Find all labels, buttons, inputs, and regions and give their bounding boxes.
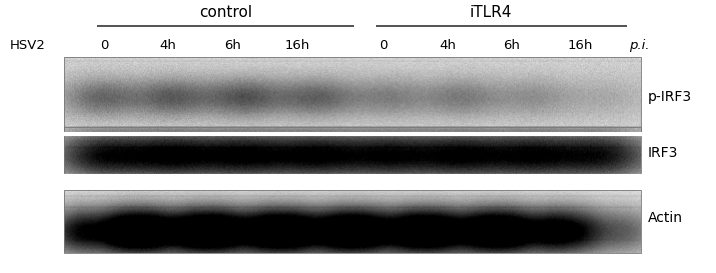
- Text: 4h: 4h: [160, 38, 177, 52]
- Text: 6h: 6h: [503, 38, 521, 52]
- Text: p-IRF3: p-IRF3: [648, 90, 692, 104]
- Text: control: control: [199, 5, 252, 20]
- Bar: [64, 190, 641, 253]
- Text: 0: 0: [379, 38, 387, 52]
- Text: IRF3: IRF3: [648, 146, 678, 160]
- Text: p.i.: p.i.: [629, 38, 649, 52]
- Bar: [64, 127, 641, 176]
- Bar: [64, 57, 641, 134]
- Text: 0: 0: [100, 38, 108, 52]
- Text: 16h: 16h: [567, 38, 593, 52]
- Text: 16h: 16h: [284, 38, 310, 52]
- Text: HSV2: HSV2: [9, 38, 45, 52]
- Text: iTLR4: iTLR4: [469, 5, 512, 20]
- Text: 4h: 4h: [439, 38, 456, 52]
- Text: 6h: 6h: [224, 38, 241, 52]
- Text: Actin: Actin: [648, 211, 683, 225]
